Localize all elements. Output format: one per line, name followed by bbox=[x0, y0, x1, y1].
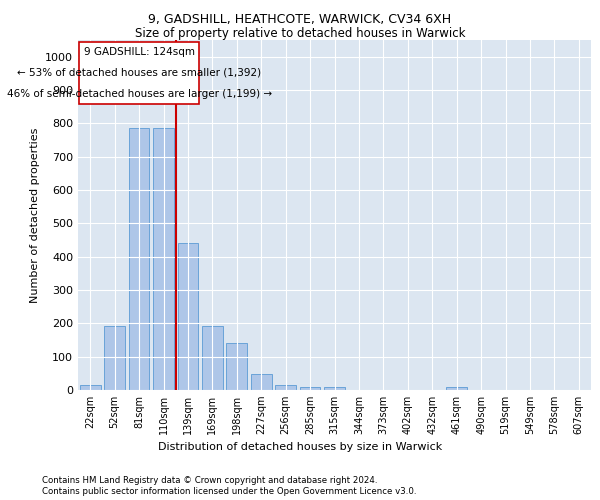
Text: 9 GADSHILL: 124sqm: 9 GADSHILL: 124sqm bbox=[83, 47, 194, 57]
Text: Contains HM Land Registry data © Crown copyright and database right 2024.: Contains HM Land Registry data © Crown c… bbox=[42, 476, 377, 485]
Bar bbox=[178, 244, 199, 390]
Bar bbox=[128, 128, 149, 390]
Bar bbox=[251, 374, 272, 390]
Text: Contains public sector information licensed under the Open Government Licence v3: Contains public sector information licen… bbox=[42, 487, 416, 496]
Bar bbox=[275, 385, 296, 390]
Text: Distribution of detached houses by size in Warwick: Distribution of detached houses by size … bbox=[158, 442, 442, 452]
Bar bbox=[446, 386, 467, 390]
Bar bbox=[226, 342, 247, 390]
Text: 46% of semi-detached houses are larger (1,199) →: 46% of semi-detached houses are larger (… bbox=[7, 88, 272, 99]
Text: Size of property relative to detached houses in Warwick: Size of property relative to detached ho… bbox=[135, 28, 465, 40]
Bar bbox=[153, 128, 174, 390]
Bar bbox=[202, 326, 223, 390]
Y-axis label: Number of detached properties: Number of detached properties bbox=[29, 128, 40, 302]
Text: 9, GADSHILL, HEATHCOTE, WARWICK, CV34 6XH: 9, GADSHILL, HEATHCOTE, WARWICK, CV34 6X… bbox=[148, 12, 452, 26]
Bar bbox=[80, 385, 101, 390]
Text: ← 53% of detached houses are smaller (1,392): ← 53% of detached houses are smaller (1,… bbox=[17, 68, 261, 78]
Bar bbox=[104, 326, 125, 390]
Bar bbox=[324, 388, 345, 390]
Bar bbox=[299, 386, 320, 390]
Bar bbox=[79, 42, 199, 104]
